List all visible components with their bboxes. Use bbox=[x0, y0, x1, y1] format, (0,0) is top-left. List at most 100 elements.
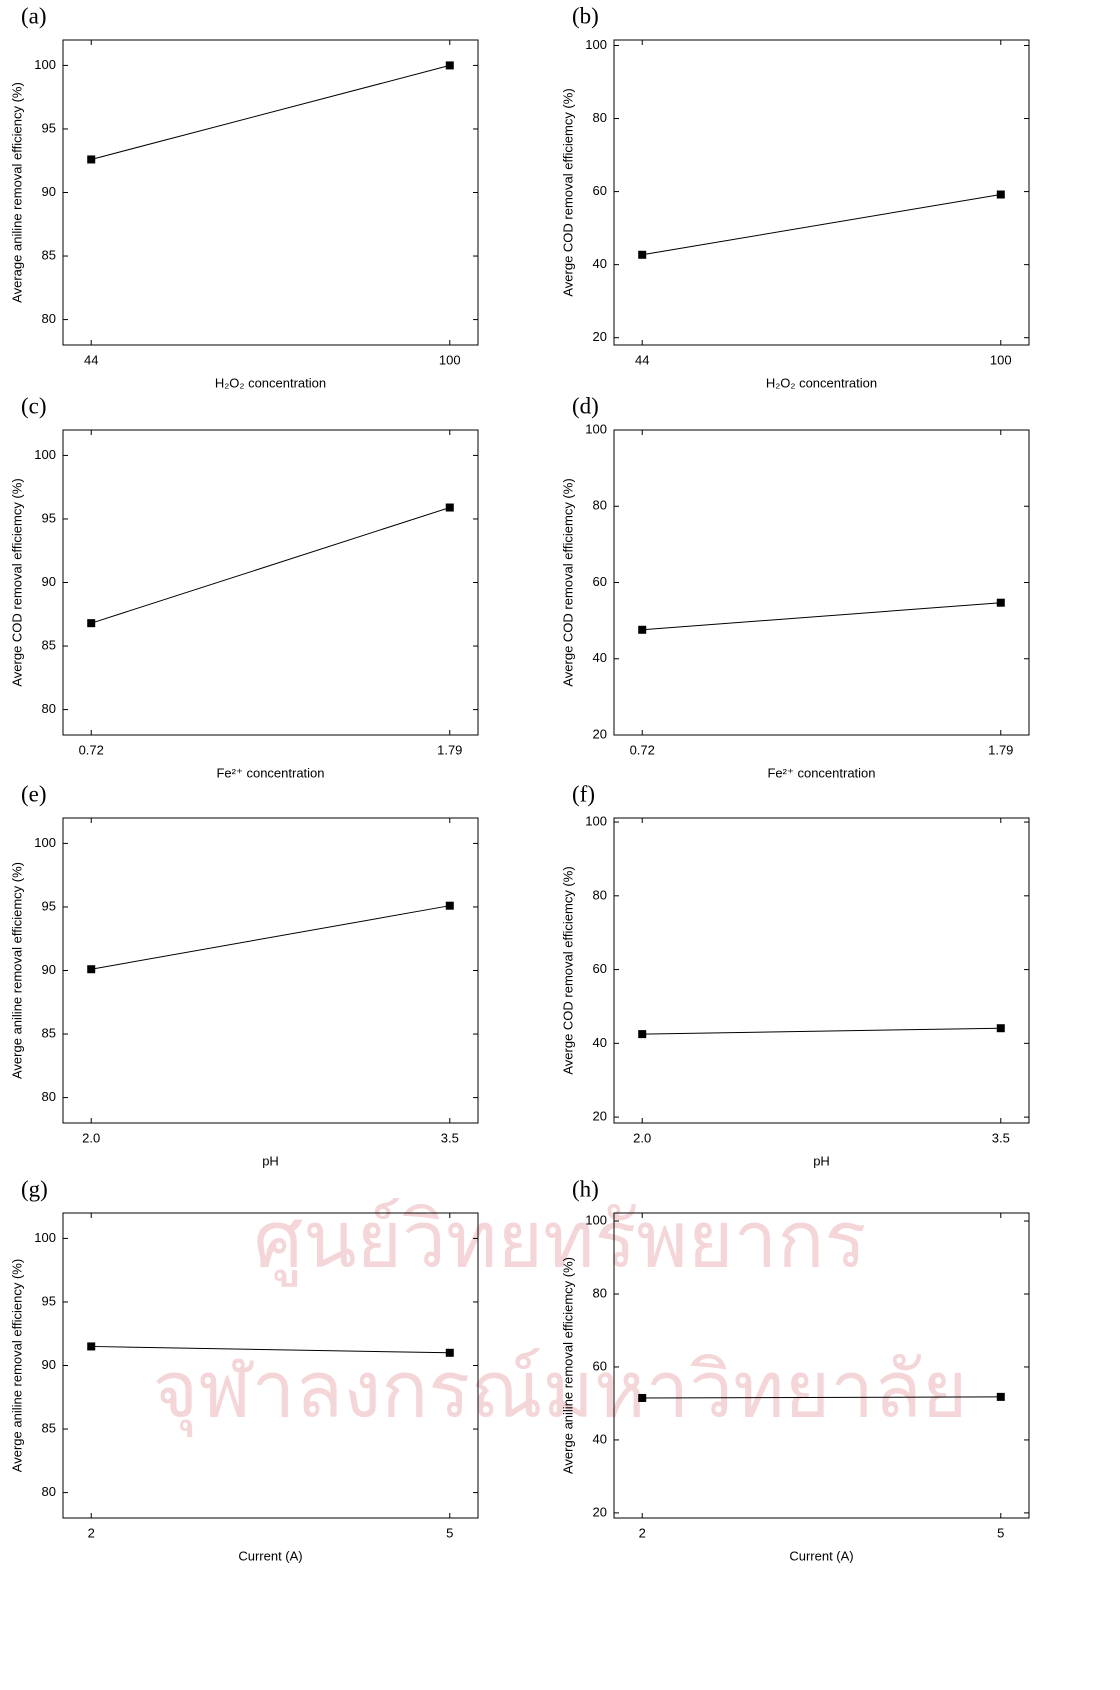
x-axis-label: Current (A) bbox=[789, 1548, 853, 1563]
data-line bbox=[91, 65, 450, 159]
panel-label: (h) bbox=[572, 1176, 599, 1201]
panel-label: (e) bbox=[21, 781, 47, 806]
y-tick-label: 40 bbox=[593, 650, 607, 665]
y-tick-label: 20 bbox=[593, 329, 607, 344]
data-point bbox=[997, 1024, 1005, 1032]
data-point bbox=[446, 504, 454, 512]
data-line bbox=[642, 1028, 1001, 1034]
y-tick-label: 100 bbox=[585, 813, 607, 828]
y-tick-label: 90 bbox=[42, 962, 56, 977]
y-tick-label: 100 bbox=[585, 421, 607, 436]
y-tick-label: 100 bbox=[585, 1212, 607, 1227]
data-line bbox=[642, 603, 1001, 630]
panel-label: (b) bbox=[572, 3, 599, 28]
data-point bbox=[87, 155, 95, 163]
data-line bbox=[91, 906, 450, 970]
y-tick-label: 80 bbox=[42, 1484, 56, 1499]
y-tick-label: 80 bbox=[593, 1285, 607, 1300]
y-tick-label: 80 bbox=[593, 498, 607, 513]
x-tick-label: 44 bbox=[84, 352, 98, 367]
panel-label: (g) bbox=[21, 1176, 48, 1201]
panel-label: (f) bbox=[572, 781, 595, 806]
y-tick-label: 95 bbox=[42, 898, 56, 913]
plot-frame bbox=[614, 40, 1029, 345]
data-point bbox=[997, 1393, 1005, 1401]
y-tick-label: 20 bbox=[593, 726, 607, 741]
y-tick-label: 85 bbox=[42, 1420, 56, 1435]
y-tick-label: 60 bbox=[593, 961, 607, 976]
y-tick-label: 85 bbox=[42, 637, 56, 652]
y-axis-label: Averge aniline removal efficiemcy (%) bbox=[560, 1257, 575, 1474]
y-tick-label: 40 bbox=[593, 256, 607, 271]
y-tick-label: 95 bbox=[42, 120, 56, 135]
x-axis-label: Fe²⁺ concentration bbox=[767, 765, 875, 780]
plot-frame bbox=[63, 40, 478, 345]
x-tick-label: 0.72 bbox=[79, 742, 104, 757]
plot-frame bbox=[614, 818, 1029, 1123]
y-tick-label: 80 bbox=[42, 1089, 56, 1104]
data-point bbox=[638, 1030, 646, 1038]
x-tick-label: 5 bbox=[997, 1525, 1004, 1540]
plot-frame bbox=[63, 430, 478, 735]
y-axis-label: Average aniline removal efficiency (%) bbox=[9, 82, 24, 303]
y-tick-label: 100 bbox=[585, 37, 607, 52]
data-line bbox=[91, 508, 450, 624]
x-tick-label: 3.5 bbox=[441, 1130, 459, 1145]
x-axis-label: pH bbox=[262, 1153, 279, 1168]
y-tick-label: 60 bbox=[593, 183, 607, 198]
data-point bbox=[446, 902, 454, 910]
y-axis-label: Averge COD removal efficiemcy (%) bbox=[560, 88, 575, 296]
y-tick-label: 95 bbox=[42, 510, 56, 525]
x-axis-label: Current (A) bbox=[238, 1548, 302, 1563]
y-axis-label: Averge COD removal efficiemcy (%) bbox=[9, 478, 24, 686]
y-tick-label: 100 bbox=[34, 57, 56, 72]
plot-frame bbox=[614, 430, 1029, 735]
y-tick-label: 90 bbox=[42, 1357, 56, 1372]
figure: ศูนย์วิทยทรัพยากร จุฬาลงกรณ์มหาวิทยาลัย … bbox=[0, 0, 1120, 1690]
x-tick-label: 100 bbox=[439, 352, 461, 367]
data-point bbox=[446, 61, 454, 69]
y-tick-label: 100 bbox=[34, 447, 56, 462]
y-axis-label: Averge COD removal efficiemcy (%) bbox=[560, 866, 575, 1074]
y-tick-label: 90 bbox=[42, 184, 56, 199]
x-tick-label: 2.0 bbox=[82, 1130, 100, 1145]
x-tick-label: 1.79 bbox=[988, 742, 1013, 757]
x-tick-label: 2.0 bbox=[633, 1130, 651, 1145]
y-tick-label: 40 bbox=[593, 1431, 607, 1446]
x-tick-label: 1.79 bbox=[437, 742, 462, 757]
x-axis-label: H₂O₂ concentration bbox=[766, 375, 877, 390]
y-tick-label: 80 bbox=[593, 110, 607, 125]
y-axis-label: Averge aniline removal efficiemcy (%) bbox=[9, 862, 24, 1079]
x-axis-label: pH bbox=[813, 1153, 830, 1168]
x-tick-label: 5 bbox=[446, 1525, 453, 1540]
data-point bbox=[446, 1349, 454, 1357]
y-tick-label: 60 bbox=[593, 574, 607, 589]
y-tick-label: 80 bbox=[42, 311, 56, 326]
data-point bbox=[638, 1394, 646, 1402]
y-tick-label: 60 bbox=[593, 1358, 607, 1373]
x-tick-label: 3.5 bbox=[992, 1130, 1010, 1145]
plot-frame bbox=[63, 818, 478, 1123]
y-tick-label: 80 bbox=[42, 701, 56, 716]
panel-label: (d) bbox=[572, 393, 599, 418]
y-tick-label: 90 bbox=[42, 574, 56, 589]
data-line bbox=[642, 195, 1001, 255]
data-point bbox=[638, 626, 646, 634]
data-point bbox=[87, 619, 95, 627]
y-tick-label: 100 bbox=[34, 1230, 56, 1245]
y-tick-label: 80 bbox=[593, 887, 607, 902]
x-axis-label: Fe²⁺ concentration bbox=[216, 765, 324, 780]
y-axis-label: Averge aniline removal efficiency (%) bbox=[9, 1259, 24, 1472]
y-tick-label: 85 bbox=[42, 1025, 56, 1040]
panel-label: (a) bbox=[21, 3, 47, 28]
data-point bbox=[997, 191, 1005, 199]
data-point bbox=[87, 1342, 95, 1350]
data-point bbox=[997, 599, 1005, 607]
x-tick-label: 0.72 bbox=[630, 742, 655, 757]
y-tick-label: 40 bbox=[593, 1035, 607, 1050]
x-tick-label: 100 bbox=[990, 352, 1012, 367]
y-tick-label: 95 bbox=[42, 1293, 56, 1308]
x-axis-label: H₂O₂ concentration bbox=[215, 375, 326, 390]
y-tick-label: 100 bbox=[34, 835, 56, 850]
y-axis-label: Averge COD removal efficiemcy (%) bbox=[560, 478, 575, 686]
